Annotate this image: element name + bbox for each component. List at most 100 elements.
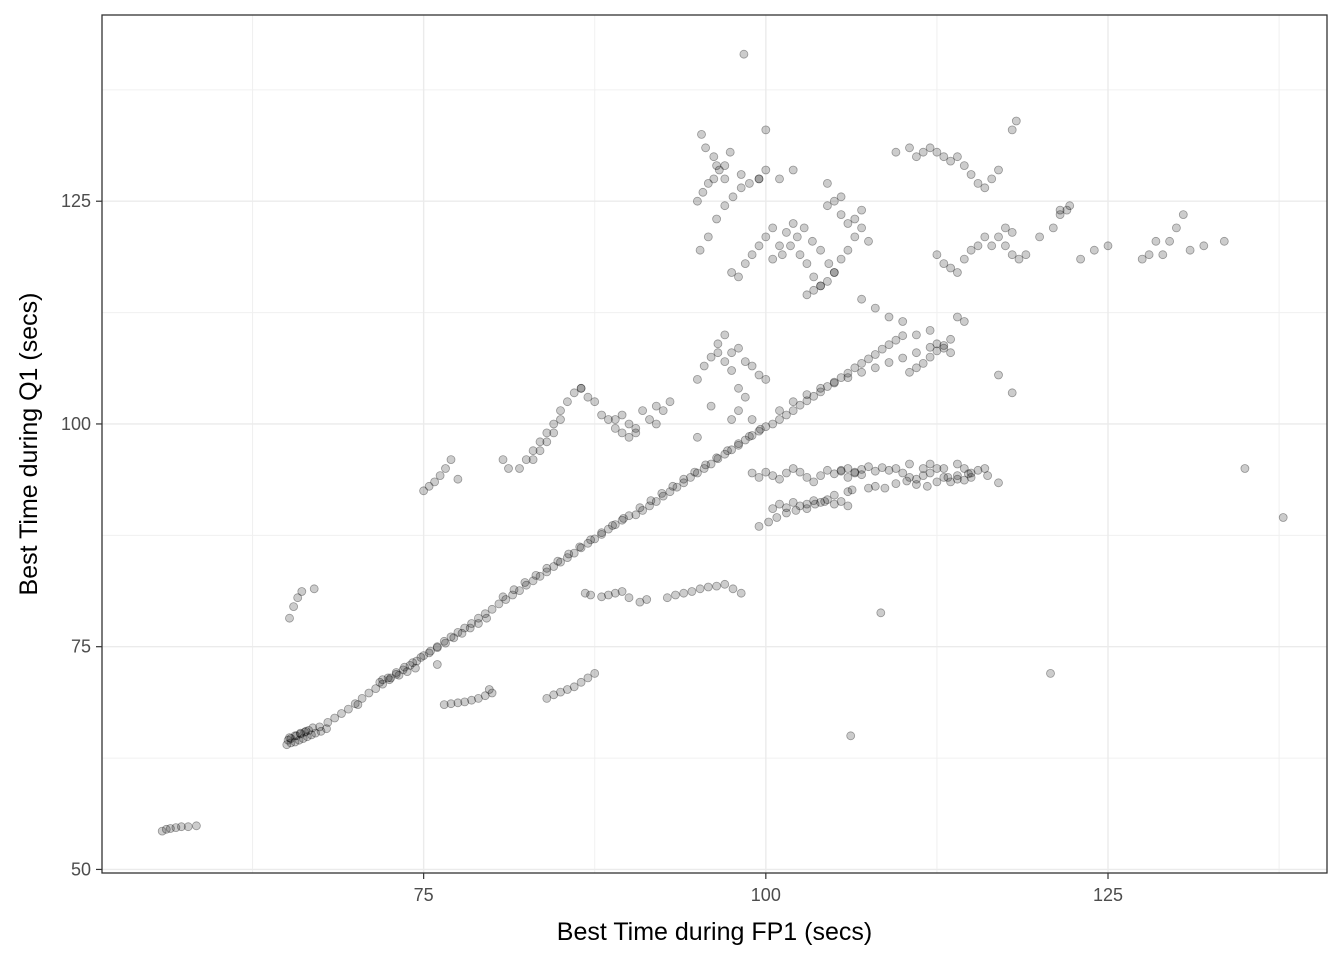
scatter-point [1007,227,1017,237]
scatter-point [843,373,853,383]
scatter-point [695,584,705,594]
scatter-point [1011,116,1021,126]
scatter-point [191,821,201,831]
scatter-point [799,223,809,233]
scatter-point [829,377,839,387]
scatter-point [727,268,736,277]
scatter-point [884,465,894,475]
scatter-point [823,465,832,475]
scatter-point [484,685,494,694]
scatter-point [590,534,600,544]
scatter-point [918,471,928,481]
scatter-point [665,487,675,497]
scatter-point [964,469,973,479]
scatter-point [1172,223,1181,233]
scatter-point [788,397,798,407]
scatter-point [564,549,574,559]
scatter-point [686,472,695,482]
scatter-point [671,590,680,600]
scatter-point [1046,669,1055,678]
scatter-point [918,358,928,368]
scatter-point [720,357,730,367]
scatter-point [734,440,743,450]
scatter-point [1219,236,1229,246]
scatter-point [734,406,743,416]
scatter-point [829,378,839,388]
scatter-point [782,410,791,420]
scatter-point [723,446,732,456]
scatter-point [679,588,689,598]
scatter-point [745,431,754,441]
scatter-point [740,259,750,269]
scatter-point [959,161,969,171]
scatter-point [720,174,730,184]
scatter-point [953,471,962,481]
scatter-point [1178,210,1188,220]
scatter-point [754,174,764,184]
scatter-point [802,290,812,300]
scatter-point [304,726,314,735]
scatter-point [569,682,579,692]
scatter-point [870,363,880,373]
scatter-point [754,370,764,380]
scatter-point [1158,250,1168,260]
scatter-point [864,462,873,472]
scatter-point [549,562,559,571]
scatter-point [651,419,661,429]
scatter-point [439,700,449,709]
grid-lines [102,15,1327,873]
scatter-point [782,227,791,237]
scatter-point [959,317,969,326]
scatter-point [925,468,935,478]
scatter-point [439,636,449,646]
scatter-point [597,410,606,420]
scatter-point [891,479,901,489]
scatter-point [808,236,817,246]
scatter-point [788,406,798,416]
scatter-point [357,694,367,703]
scatter-point [563,685,572,694]
scatter-point [816,281,825,291]
scatter-point [378,675,388,685]
scatter-point [884,340,894,350]
scatter-point [575,542,585,552]
scatter-point [419,651,429,660]
scatter-point [775,241,784,251]
scatter-point [823,276,832,286]
scatter-point [1021,250,1031,260]
scatter-point [973,465,983,475]
scatter-point [412,656,422,666]
scatter-point [736,588,746,598]
scatter-point [925,342,935,352]
scatter-point [884,312,894,322]
scatter-point [809,285,819,295]
scatter-point [768,223,778,233]
scatter-point [902,476,912,486]
scatter-point [843,245,853,255]
scatter-point [713,339,723,349]
y-tick-label: 100 [61,414,91,434]
scatter-point [816,471,825,481]
scatter-point [624,419,634,429]
plot-border [101,14,1328,874]
scatter-point [703,232,713,242]
scatter-point [586,535,595,545]
scatter-point [635,503,645,513]
scatter-point [709,152,719,162]
scatter-point [583,538,593,548]
scatter-point [416,653,426,662]
scatter-point [701,143,710,153]
scatter-point [432,642,442,652]
scatter-point [809,496,819,506]
scatter-point [610,415,620,424]
scatter-point [535,571,545,581]
scatter-point [1089,245,1099,255]
scatter-point [810,499,820,509]
scatter-point [847,485,857,495]
scatter-point [966,170,976,179]
scatter-point [850,467,860,477]
scatter-point [802,499,812,509]
scatter-point [987,241,997,251]
scatter-point [980,464,990,473]
scatter-point [864,236,873,246]
